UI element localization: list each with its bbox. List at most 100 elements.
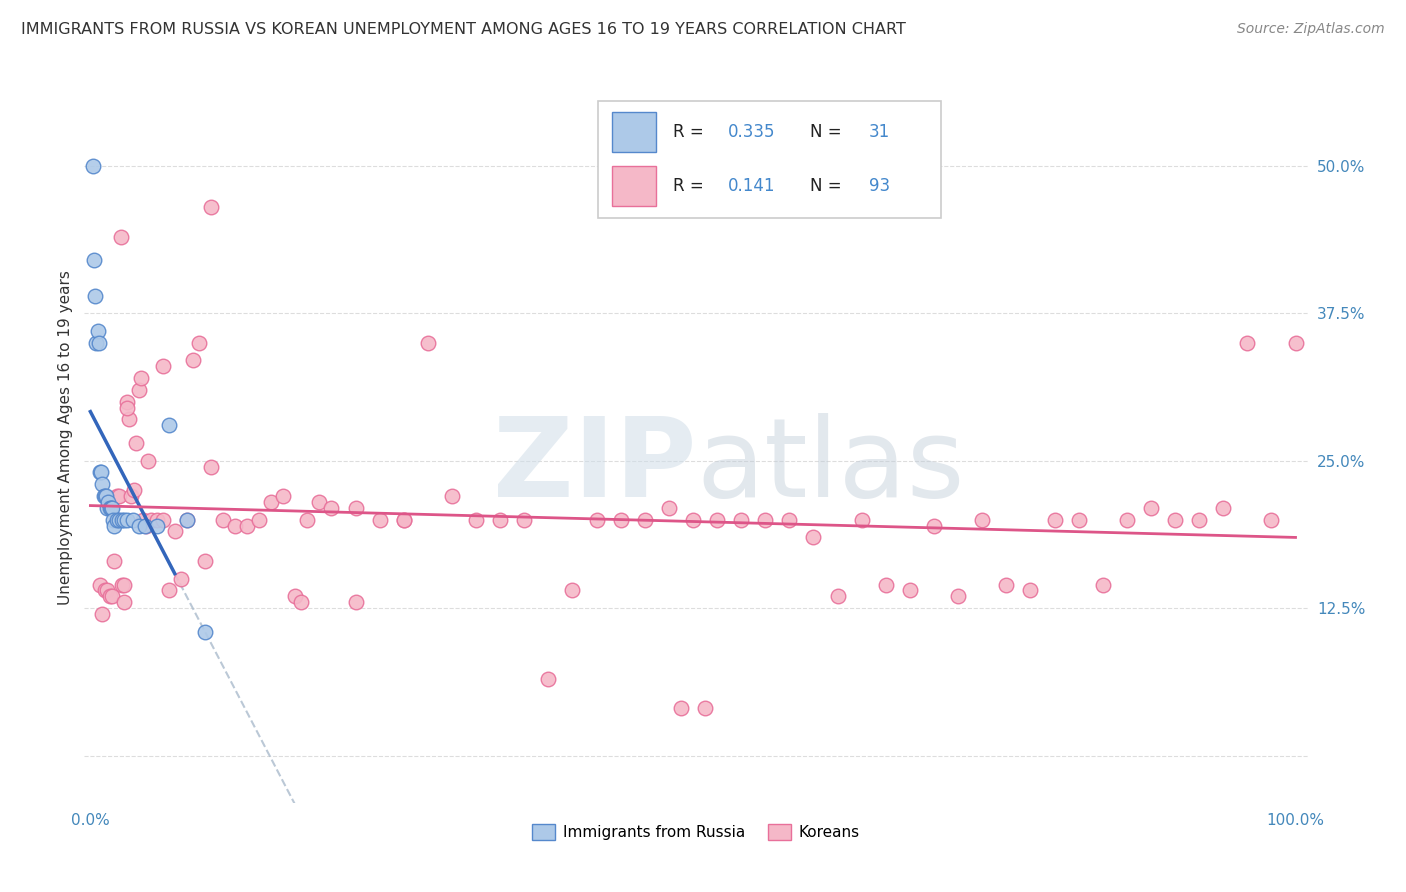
Point [297, 513, 319, 527]
Point [97, 495, 120, 509]
Point [200, 459, 222, 474]
Point [1019, 583, 1042, 598]
Point [416, 335, 439, 350]
Point [112, 577, 135, 591]
Point [136, 453, 159, 467]
Point [152, 359, 174, 374]
Point [94, 489, 117, 503]
Point [194, 554, 217, 568]
Point [898, 583, 921, 598]
Point [224, 518, 246, 533]
Point [125, 436, 148, 450]
Point [89, 466, 111, 480]
Point [995, 577, 1018, 591]
Point [392, 513, 415, 527]
Point [112, 513, 135, 527]
Point [157, 583, 180, 598]
Point [93, 489, 115, 503]
Point [122, 483, 145, 498]
Point [101, 590, 124, 604]
Point [98, 590, 121, 604]
Point [236, 518, 259, 533]
Point [108, 513, 131, 527]
Point [105, 489, 128, 503]
Point [803, 530, 825, 544]
Point [682, 513, 704, 527]
Point [465, 513, 488, 527]
Point [344, 595, 367, 609]
Point [84, 288, 107, 302]
Point [83, 253, 105, 268]
Point [669, 701, 692, 715]
Point [121, 513, 143, 527]
Point [111, 577, 134, 591]
Point [100, 500, 122, 515]
Point [86, 335, 108, 350]
Point [489, 513, 512, 527]
Point [1140, 500, 1163, 515]
Point [200, 200, 222, 214]
Point [86, 324, 108, 338]
Point [135, 518, 157, 533]
Point [851, 513, 873, 527]
Point [94, 583, 117, 598]
Point [120, 489, 142, 503]
Point [1043, 513, 1066, 527]
Point [112, 595, 135, 609]
Point [271, 489, 294, 503]
Point [118, 412, 141, 426]
Point [609, 513, 631, 527]
Point [90, 466, 112, 480]
Point [103, 554, 125, 568]
Point [110, 229, 132, 244]
Point [585, 513, 607, 527]
Point [108, 489, 131, 503]
Point [157, 418, 180, 433]
Point [827, 590, 849, 604]
Point [284, 590, 307, 604]
Y-axis label: Unemployment Among Ages 16 to 19 years: Unemployment Among Ages 16 to 19 years [58, 269, 73, 605]
Point [170, 572, 193, 586]
Point [706, 513, 728, 527]
Point [1284, 335, 1306, 350]
Point [634, 513, 657, 527]
Point [1067, 513, 1090, 527]
Point [176, 513, 198, 527]
Point [103, 518, 125, 533]
Point [115, 513, 138, 527]
Point [134, 518, 156, 533]
Point [922, 518, 945, 533]
Point [98, 500, 121, 515]
Point [132, 513, 155, 527]
Point [1164, 513, 1187, 527]
Point [139, 513, 162, 527]
Point [290, 595, 312, 609]
Point [754, 513, 776, 527]
Point [105, 513, 128, 527]
Point [89, 577, 111, 591]
Point [1236, 335, 1258, 350]
Point [1188, 513, 1211, 527]
Point [163, 524, 186, 539]
Point [260, 495, 283, 509]
Point [103, 513, 125, 527]
Point [94, 489, 117, 503]
Point [537, 672, 560, 686]
Point [115, 401, 138, 415]
Point [392, 513, 415, 527]
Text: IMMIGRANTS FROM RUSSIA VS KOREAN UNEMPLOYMENT AMONG AGES 16 TO 19 YEARS CORRELAT: IMMIGRANTS FROM RUSSIA VS KOREAN UNEMPLO… [21, 22, 905, 37]
Point [181, 353, 204, 368]
Point [778, 513, 800, 527]
Point [128, 518, 150, 533]
Point [308, 495, 330, 509]
Point [176, 513, 198, 527]
Point [128, 383, 150, 397]
Point [91, 477, 114, 491]
Point [96, 583, 118, 598]
Point [91, 607, 114, 621]
Text: atlas: atlas [696, 413, 965, 520]
Point [82, 159, 104, 173]
Point [946, 590, 969, 604]
Point [152, 513, 174, 527]
Point [658, 500, 681, 515]
